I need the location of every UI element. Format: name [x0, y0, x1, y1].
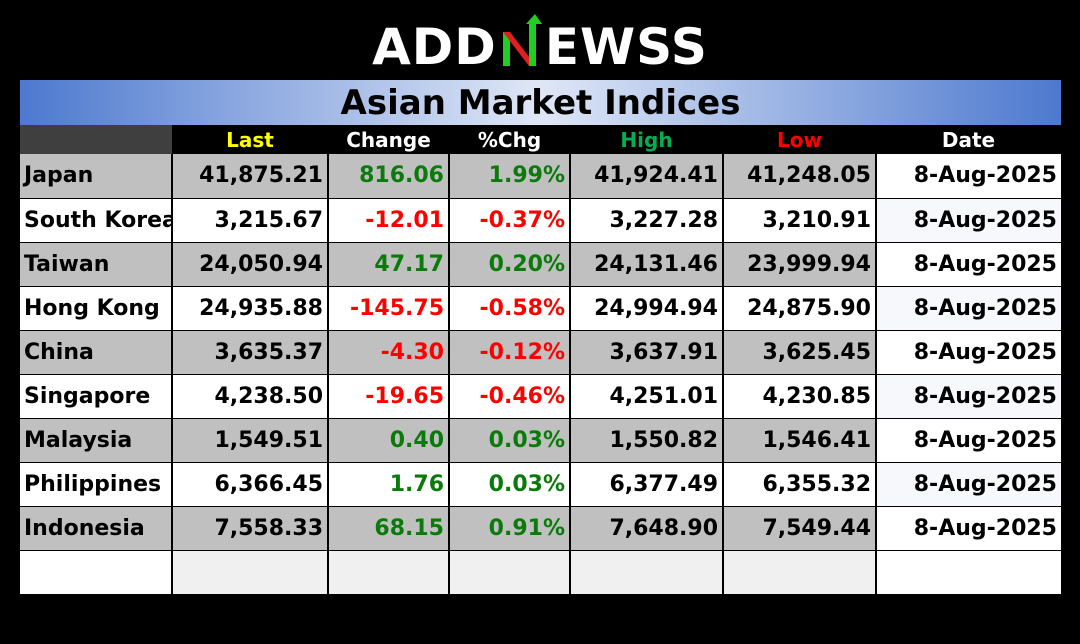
cell-pct-change: -0.58%	[448, 286, 570, 331]
cell-change: -12.01	[327, 198, 449, 243]
cell-date: 8-Aug-2025	[875, 330, 1061, 375]
cell-low: 7,549.44	[722, 506, 876, 551]
indices-table-container: Last Change %Chg High Low Date Japan 41,8…	[20, 125, 1061, 595]
logo-n-icon	[502, 14, 542, 66]
empty-cell	[722, 550, 876, 595]
cell-last: 3,215.67	[171, 198, 328, 243]
header-country	[20, 125, 172, 154]
cell-country: Malaysia	[20, 418, 172, 463]
cell-high: 4,251.01	[569, 374, 723, 419]
header-change: Change	[328, 125, 449, 154]
table-row: South Korea 3,215.67 -12.01 -0.37% 3,227.28 3…	[20, 198, 1061, 243]
cell-high: 41,924.41	[569, 154, 723, 199]
header-last: Last	[172, 125, 328, 154]
table-row: Hong Kong 24,935.88 -145.75 -0.58% 24,994.94…	[20, 286, 1061, 331]
cell-last: 24,050.94	[171, 242, 328, 287]
cell-last: 7,558.33	[171, 506, 328, 551]
cell-last: 41,875.21	[171, 154, 328, 199]
table-row: Indonesia 7,558.33 68.15 0.91% 7,648.90 7,549…	[20, 506, 1061, 551]
cell-country: Indonesia	[20, 506, 172, 551]
table-row: Taiwan 24,050.94 47.17 0.20% 24,131.46 23,999…	[20, 242, 1061, 287]
cell-date: 8-Aug-2025	[875, 154, 1061, 199]
cell-low: 1,546.41	[722, 418, 876, 463]
cell-last: 1,549.51	[171, 418, 328, 463]
empty-cell	[20, 550, 172, 595]
cell-date: 8-Aug-2025	[875, 506, 1061, 551]
cell-change: 1.76	[327, 462, 449, 507]
cell-pct-change: 0.20%	[448, 242, 570, 287]
cell-date: 8-Aug-2025	[875, 418, 1061, 463]
table-row-empty	[20, 550, 1061, 595]
cell-high: 3,227.28	[569, 198, 723, 243]
table-row: China 3,635.37 -4.30 -0.12% 3,637.91 3,625.45…	[20, 330, 1061, 375]
cell-date: 8-Aug-2025	[875, 286, 1061, 331]
table-row: Philippines 6,366.45 1.76 0.03% 6,377.49 6,35…	[20, 462, 1061, 507]
cell-change: 0.40	[327, 418, 449, 463]
cell-high: 24,994.94	[569, 286, 723, 331]
cell-date: 8-Aug-2025	[875, 242, 1061, 287]
logo-suffix: EWSS	[544, 18, 708, 76]
cell-date: 8-Aug-2025	[875, 374, 1061, 419]
cell-country: China	[20, 330, 172, 375]
cell-country: Hong Kong	[20, 286, 172, 331]
cell-low: 23,999.94	[722, 242, 876, 287]
cell-date: 8-Aug-2025	[875, 462, 1061, 507]
empty-cell	[327, 550, 449, 595]
cell-change: -145.75	[327, 286, 449, 331]
empty-cell	[448, 550, 570, 595]
empty-cell	[569, 550, 723, 595]
table-row: Malaysia 1,549.51 0.40 0.03% 1,550.82 1,546.4…	[20, 418, 1061, 463]
cell-low: 3,210.91	[722, 198, 876, 243]
cell-low: 4,230.85	[722, 374, 876, 419]
brand-logo: ADD EWSS	[0, 14, 1080, 80]
cell-pct-change: -0.12%	[448, 330, 570, 375]
page-title: Asian Market Indices	[340, 83, 741, 123]
header-pct-change: %Chg	[449, 125, 570, 154]
cell-country: Taiwan	[20, 242, 172, 287]
cell-pct-change: -0.46%	[448, 374, 570, 419]
cell-high: 7,648.90	[569, 506, 723, 551]
cell-date: 8-Aug-2025	[875, 198, 1061, 243]
cell-country: Singapore	[20, 374, 172, 419]
cell-change: -4.30	[327, 330, 449, 375]
table-row: Singapore 4,238.50 -19.65 -0.46% 4,251.01 4,2…	[20, 374, 1061, 419]
cell-high: 24,131.46	[569, 242, 723, 287]
header-low: Low	[723, 125, 876, 154]
table-row: Japan 41,875.21 816.06 1.99% 41,924.41 41,248…	[20, 154, 1061, 199]
cell-last: 3,635.37	[171, 330, 328, 375]
cell-last: 4,238.50	[171, 374, 328, 419]
cell-change: 816.06	[327, 154, 449, 199]
cell-low: 24,875.90	[722, 286, 876, 331]
cell-high: 6,377.49	[569, 462, 723, 507]
cell-country: Philippines	[20, 462, 172, 507]
cell-pct-change: 0.03%	[448, 462, 570, 507]
header-high: High	[570, 125, 723, 154]
cell-high: 3,637.91	[569, 330, 723, 375]
indices-table: Last Change %Chg High Low Date Japan 41,8…	[20, 125, 1061, 595]
cell-pct-change: -0.37%	[448, 198, 570, 243]
cell-low: 41,248.05	[722, 154, 876, 199]
cell-low: 3,625.45	[722, 330, 876, 375]
cell-high: 1,550.82	[569, 418, 723, 463]
cell-change: -19.65	[327, 374, 449, 419]
empty-cell	[171, 550, 328, 595]
cell-low: 6,355.32	[722, 462, 876, 507]
cell-change: 68.15	[327, 506, 449, 551]
cell-pct-change: 0.03%	[448, 418, 570, 463]
cell-pct-change: 1.99%	[448, 154, 570, 199]
logo-prefix: ADD	[372, 18, 497, 76]
empty-cell	[875, 550, 1061, 595]
cell-change: 47.17	[327, 242, 449, 287]
title-bar: Asian Market Indices	[20, 80, 1061, 125]
table-body: Japan 41,875.21 816.06 1.99% 41,924.41 41,248…	[20, 154, 1061, 595]
cell-last: 6,366.45	[171, 462, 328, 507]
cell-last: 24,935.88	[171, 286, 328, 331]
cell-pct-change: 0.91%	[448, 506, 570, 551]
cell-country: South Korea	[20, 198, 172, 243]
table-header-row: Last Change %Chg High Low Date	[20, 125, 1061, 154]
header-date: Date	[876, 125, 1061, 154]
cell-country: Japan	[20, 154, 172, 199]
